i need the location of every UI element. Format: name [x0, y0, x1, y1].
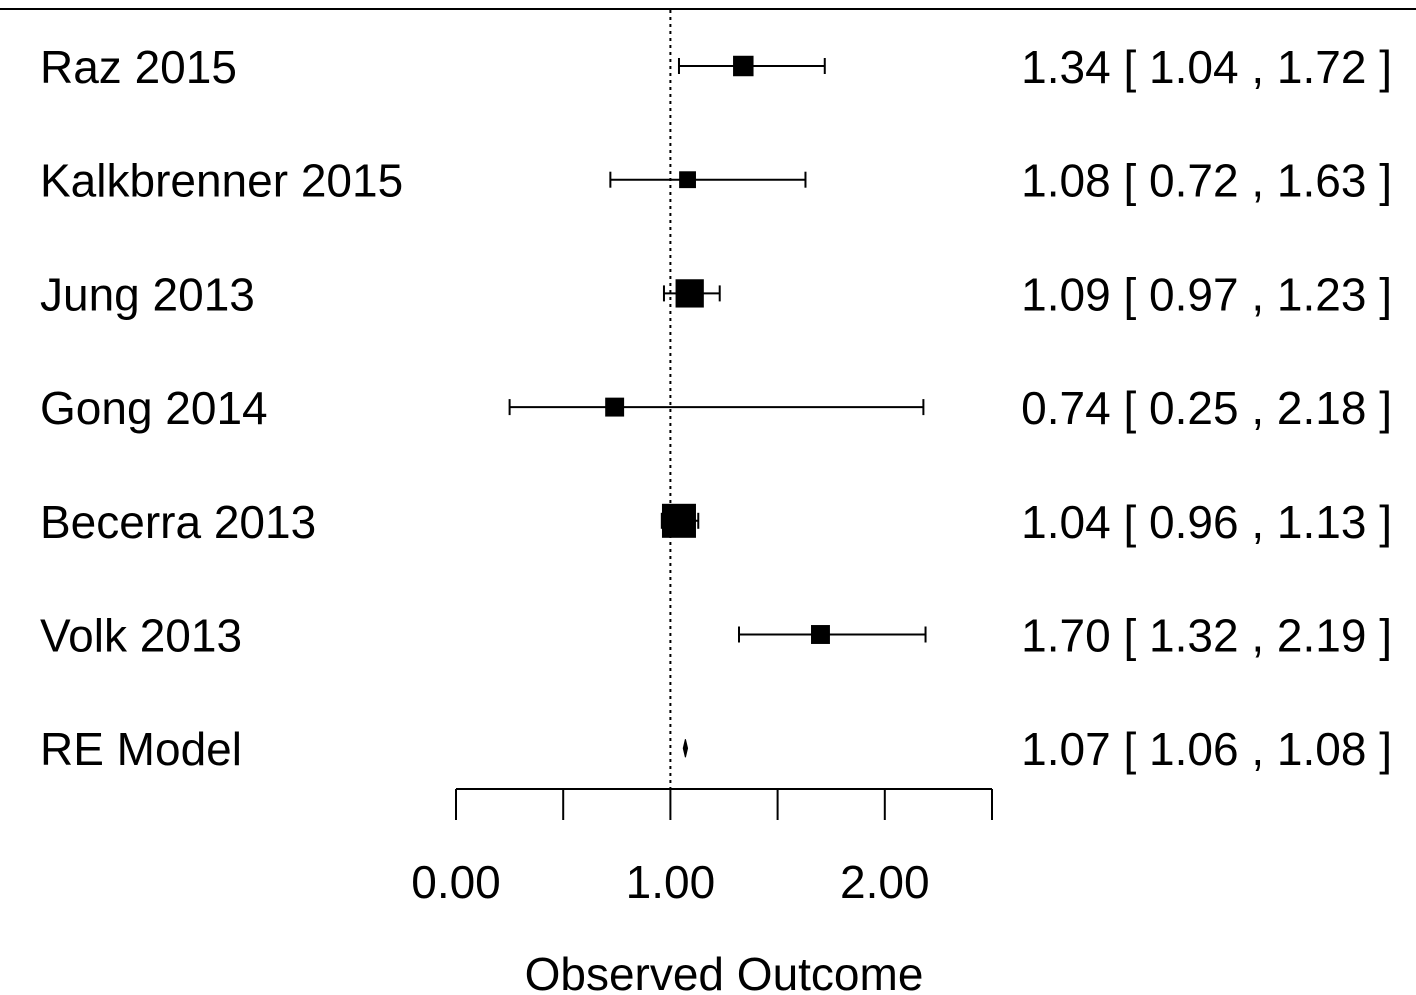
- estimate-ci-label: 1.70 [ 1.32 , 2.19 ]: [1021, 610, 1392, 662]
- estimate-ci-label: 1.08 [ 0.72 , 1.63 ]: [1021, 155, 1392, 207]
- estimate-ci-label: 1.34 [ 1.04 , 1.72 ]: [1021, 41, 1392, 93]
- summary-estimate-label: 1.07 [ 1.06 , 1.08 ]: [1021, 723, 1392, 775]
- study-row: Volk 2013 1.70 [ 1.32 , 2.19 ]: [40, 610, 1392, 662]
- study-label: Volk 2013: [40, 610, 242, 662]
- summary-diamond: [683, 739, 687, 757]
- study-label: Gong 2014: [40, 382, 268, 434]
- estimate-ci-label: 1.09 [ 0.97 , 1.23 ]: [1021, 268, 1392, 320]
- point-estimate-square: [676, 279, 704, 307]
- x-tick-label: 1.00: [626, 856, 716, 908]
- summary-label: RE Model: [40, 723, 242, 775]
- point-estimate-square: [811, 625, 830, 644]
- study-label: Becerra 2013: [40, 496, 316, 548]
- point-estimate-square: [733, 56, 753, 76]
- point-estimate-square: [679, 171, 696, 188]
- study-row: Jung 2013 1.09 [ 0.97 , 1.23 ]: [40, 268, 1392, 320]
- x-axis: 0.00 1.00 2.00: [411, 789, 992, 908]
- study-row: Gong 2014 0.74 [ 0.25 , 2.18 ]: [40, 382, 1392, 434]
- study-row: Kalkbrenner 2015 1.08 [ 0.72 , 1.63 ]: [40, 155, 1392, 207]
- study-label: Raz 2015: [40, 41, 237, 93]
- point-estimate-square: [605, 398, 624, 417]
- x-tick-label: 2.00: [840, 856, 930, 908]
- study-rows: Raz 2015 1.34 [ 1.04 , 1.72 ] Kalkbrenner …: [40, 41, 1392, 662]
- study-row: Becerra 2013 1.04 [ 0.96 , 1.13 ]: [40, 496, 1392, 548]
- point-estimate-square: [662, 504, 696, 538]
- study-label: Kalkbrenner 2015: [40, 155, 403, 207]
- summary-row: RE Model 1.07 [ 1.06 , 1.08 ]: [40, 723, 1392, 775]
- x-tick-label: 0.00: [411, 856, 501, 908]
- study-row: Raz 2015 1.34 [ 1.04 , 1.72 ]: [40, 41, 1392, 93]
- estimate-ci-label: 1.04 [ 0.96 , 1.13 ]: [1021, 496, 1392, 548]
- estimate-ci-label: 0.74 [ 0.25 , 2.18 ]: [1021, 382, 1392, 434]
- study-label: Jung 2013: [40, 268, 255, 320]
- x-axis-title: Observed Outcome: [525, 948, 924, 995]
